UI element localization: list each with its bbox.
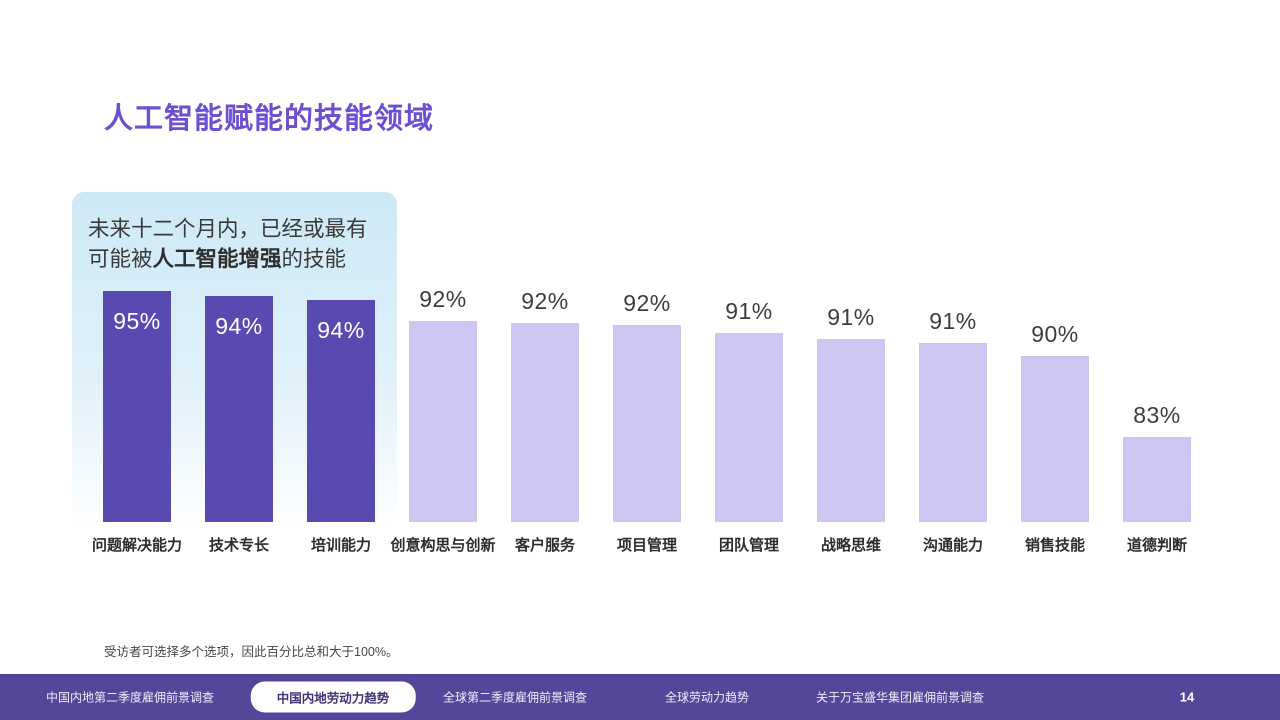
bar-highlighted: [103, 291, 171, 522]
callout-line2-prefix: 可能被: [88, 247, 153, 271]
bar: [1021, 356, 1089, 522]
bar-column: 94% 培训能力: [307, 272, 375, 554]
footer-nav-item[interactable]: 全球第二季度雇佣前景调查: [442, 690, 588, 705]
bar-value-label: 91%: [725, 298, 773, 324]
bar-value-label: 94%: [215, 313, 263, 339]
bar-value-label: 90%: [1031, 321, 1079, 347]
bar-category-label: 项目管理: [616, 537, 677, 554]
bar-column: 92% 项目管理: [613, 272, 681, 554]
bar: [817, 339, 885, 522]
bar: [919, 343, 987, 522]
footnote: 受访者可选择多个选项，因此百分比总和大于100%。: [104, 645, 399, 659]
footer-nav-item[interactable]: 关于万宝盛华集团雇佣前景调查: [815, 690, 985, 705]
bar-category-label: 战略思维: [820, 537, 881, 554]
bar-category-label: 客户服务: [514, 537, 575, 554]
callout-line2-suffix: 的技能: [281, 247, 347, 271]
bar-category-label: 创意构思与创新: [390, 537, 496, 554]
bar-column: 90% 销售技能: [1021, 272, 1089, 554]
bar-category-label: 沟通能力: [922, 537, 983, 554]
bar-category-label: 道德判断: [1126, 537, 1187, 554]
bar-highlighted: [205, 296, 273, 522]
page-title: 人工智能赋能的技能领域: [104, 103, 435, 135]
footer-nav: 中国内地第二季度雇佣前景调查 中国内地劳动力趋势 全球第二季度雇佣前景调查 全球劳动力…: [0, 674, 1280, 720]
bar: [511, 323, 579, 522]
bar-value-label: 94%: [317, 317, 365, 343]
bar-column: 94% 技术专长: [205, 272, 273, 554]
bar-column: 91% 战略思维: [817, 272, 885, 554]
bar: [715, 333, 783, 522]
bar: [1123, 437, 1191, 522]
callout-line2-bold: 人工智能增强: [152, 247, 282, 271]
bar-category-label: 销售技能: [1024, 537, 1085, 554]
bar-value-label: 92%: [419, 286, 467, 312]
bar-column: 91% 沟通能力: [919, 272, 987, 554]
page-number: 14: [1179, 689, 1195, 705]
bar-chart: 95% 问题解决能力 94% 技术专长 94% 培训能力 92% 创意构思与创新 92% 客户服务…: [92, 272, 1191, 554]
bar-column: 95% 问题解决能力: [92, 272, 182, 554]
bar-category-label: 团队管理: [718, 537, 779, 554]
bar: [613, 325, 681, 522]
bar-value-label: 83%: [1133, 402, 1181, 428]
bar-value-label: 91%: [929, 308, 977, 334]
bar-value-label: 92%: [623, 290, 671, 316]
bar-column: 92% 客户服务: [511, 272, 579, 554]
bar-value-label: 91%: [827, 304, 875, 330]
bar-value-label: 95%: [113, 308, 161, 334]
bar-column: 92% 创意构思与创新: [390, 272, 495, 554]
bar-category-label: 问题解决能力: [91, 537, 182, 554]
callout-line1: 未来十二个月内，已经或最有: [88, 217, 368, 241]
footer-nav-item[interactable]: 中国内地第二季度雇佣前景调查: [45, 690, 215, 705]
bar-value-label: 92%: [521, 288, 569, 314]
bar-category-label: 培训能力: [310, 537, 371, 554]
bar-highlighted: [307, 300, 375, 522]
callout-text: 未来十二个月内，已经或最有 可能被人工智能增强的技能: [72, 192, 397, 274]
footer-nav-item[interactable]: 全球劳动力趋势: [664, 690, 750, 705]
footer-nav-item-active[interactable]: 中国内地劳动力趋势: [250, 681, 416, 713]
bar-column: 91% 团队管理: [715, 272, 783, 554]
bar-category-label: 技术专长: [208, 537, 269, 554]
bar: [409, 321, 477, 522]
bar-column: 83% 道德判断: [1123, 272, 1191, 554]
